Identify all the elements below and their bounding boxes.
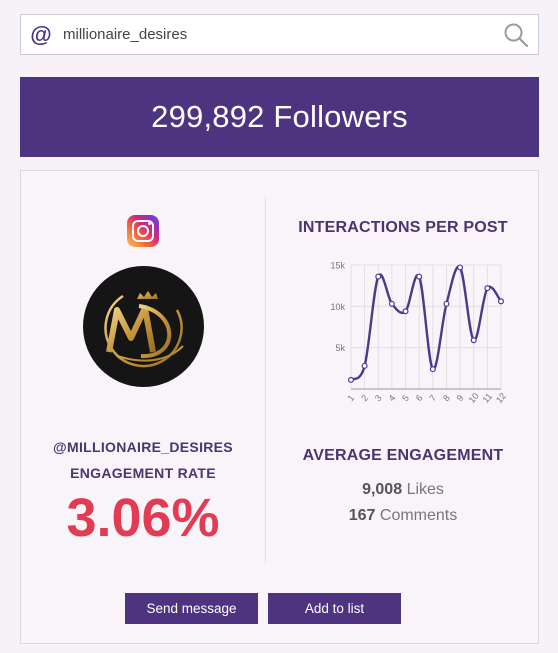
- chart-data-point: [457, 264, 464, 271]
- chart-xtick-label: 4: [386, 393, 397, 403]
- chart-xtick-label: 8: [441, 393, 452, 403]
- avatar: [83, 266, 204, 387]
- average-engagement-title: AVERAGE ENGAGEMENT: [302, 447, 504, 464]
- instagram-icon: [127, 215, 159, 247]
- chart-data-point: [402, 308, 409, 315]
- chart-ytick-label: 10k: [330, 302, 345, 312]
- likes-value: 9,008: [362, 481, 403, 498]
- chart-series-line: [350, 265, 502, 381]
- likes-stat: 9,008 Likes: [266, 481, 540, 499]
- chart-xtick-label: 11: [481, 391, 495, 403]
- likes-label: Likes: [406, 481, 444, 498]
- chart-data-point: [498, 298, 505, 305]
- chart-title: INTERACTIONS PER POST: [298, 219, 508, 236]
- chart-xtick-label: 6: [414, 393, 425, 403]
- chart-data-point: [484, 285, 491, 292]
- chart-ytick-label: 15k: [330, 261, 345, 271]
- chart-data-point: [347, 376, 354, 383]
- chart-ytick-label: 5k: [335, 343, 345, 353]
- add-to-list-button[interactable]: Add to list: [268, 593, 401, 624]
- comments-label: Comments: [379, 507, 458, 524]
- column-divider: [265, 197, 266, 563]
- chart-data-point: [470, 337, 477, 344]
- chart-data-point: [361, 362, 368, 369]
- chart-data-point: [443, 300, 450, 307]
- send-message-button[interactable]: Send message: [125, 593, 258, 624]
- search-bar[interactable]: @: [20, 14, 539, 55]
- at-icon: @: [30, 21, 52, 47]
- profile-handle: @MILLIONAIRE_DESIRES: [53, 439, 233, 455]
- chart-xtick-label: 9: [455, 393, 466, 403]
- chart-data-point: [429, 366, 436, 373]
- chart-data-point: [416, 273, 423, 280]
- chart-xtick-label: 12: [494, 391, 508, 403]
- comments-stat: 167 Comments: [266, 507, 540, 525]
- chart-xtick-label: 10: [467, 391, 481, 403]
- profile-card: @MILLIONAIRE_DESIRES ENGAGEMENT RATE 3.0…: [20, 170, 539, 644]
- search-input[interactable]: [61, 26, 494, 43]
- comments-value: 167: [348, 507, 376, 524]
- chart-xtick-label: 2: [359, 393, 370, 403]
- chart-xtick-label: 5: [400, 393, 411, 403]
- chart-xtick-label: 3: [373, 393, 384, 403]
- chart-data-point: [375, 273, 382, 280]
- engagement-rate-label: ENGAGEMENT RATE: [70, 465, 216, 481]
- chart-data-point: [388, 300, 395, 307]
- search-icon[interactable]: [494, 15, 538, 54]
- chart-xtick-label: 1: [346, 393, 357, 403]
- engagement-rate-value: 3.06%: [66, 488, 220, 548]
- chart-xtick-label: 7: [427, 393, 438, 403]
- followers-banner: 299,892 Followers: [20, 77, 539, 157]
